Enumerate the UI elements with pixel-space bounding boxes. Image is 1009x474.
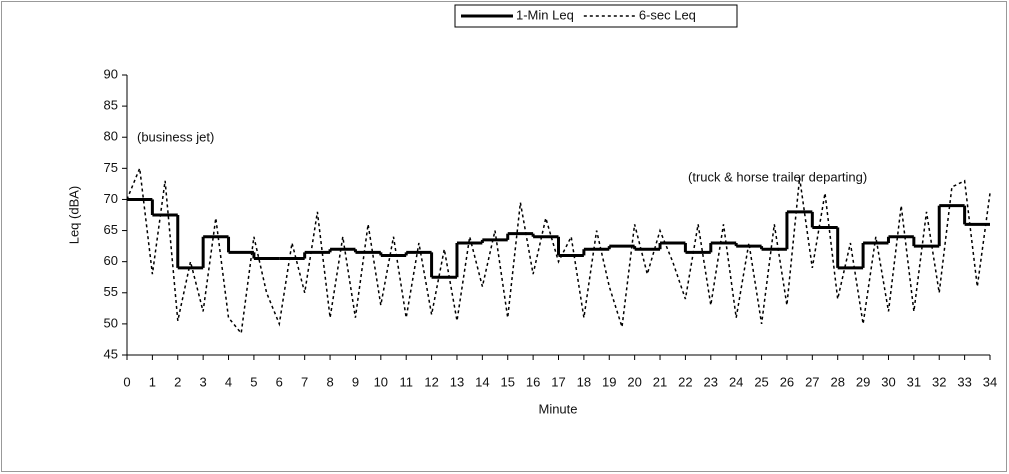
x-tick-label: 24 bbox=[729, 374, 743, 389]
y-tick-label: 70 bbox=[104, 191, 118, 206]
y-tick-label: 90 bbox=[104, 66, 118, 81]
x-tick-label: 33 bbox=[957, 374, 971, 389]
legend-label: 6-sec Leq bbox=[639, 7, 696, 22]
y-tick-label: 50 bbox=[104, 315, 118, 330]
x-tick-label: 34 bbox=[983, 374, 997, 389]
x-tick-label: 31 bbox=[907, 374, 921, 389]
x-tick-label: 18 bbox=[577, 374, 591, 389]
y-tick-label: 85 bbox=[104, 98, 118, 113]
x-tick-label: 27 bbox=[805, 374, 819, 389]
x-tick-label: 22 bbox=[678, 374, 692, 389]
x-tick-label: 11 bbox=[399, 374, 413, 389]
x-tick-label: 12 bbox=[424, 374, 438, 389]
x-tick-label: 0 bbox=[123, 374, 130, 389]
x-tick-label: 20 bbox=[627, 374, 641, 389]
x-tick-label: 25 bbox=[754, 374, 768, 389]
x-tick-label: 13 bbox=[450, 374, 464, 389]
x-tick-label: 17 bbox=[551, 374, 565, 389]
x-tick-label: 6 bbox=[276, 374, 283, 389]
series-line bbox=[126, 165, 991, 336]
x-tick-label: 2 bbox=[174, 374, 181, 389]
x-tick-label: 9 bbox=[352, 374, 359, 389]
x-axis-label: Minute bbox=[538, 401, 577, 416]
x-tick-label: 4 bbox=[225, 374, 232, 389]
x-tick-label: 28 bbox=[830, 374, 844, 389]
x-tick-label: 1 bbox=[149, 374, 156, 389]
y-tick-label: 75 bbox=[104, 160, 118, 175]
annotation: (truck & horse trailer departing) bbox=[688, 169, 867, 184]
x-tick-label: 14 bbox=[475, 374, 489, 389]
x-tick-label: 21 bbox=[653, 374, 667, 389]
x-tick-label: 29 bbox=[856, 374, 870, 389]
y-axis-label: Leq (dBA) bbox=[66, 186, 81, 245]
legend-label: 1-Min Leq bbox=[516, 7, 574, 22]
x-tick-label: 15 bbox=[501, 374, 515, 389]
y-tick-label: 65 bbox=[104, 222, 118, 237]
x-tick-label: 7 bbox=[301, 374, 308, 389]
y-tick-label: 60 bbox=[104, 253, 118, 268]
x-tick-label: 3 bbox=[200, 374, 207, 389]
annotation: (business jet) bbox=[137, 129, 214, 144]
x-tick-label: 26 bbox=[780, 374, 794, 389]
y-tick-label: 45 bbox=[104, 346, 118, 361]
x-tick-label: 8 bbox=[326, 374, 333, 389]
x-tick-label: 5 bbox=[250, 374, 257, 389]
x-tick-label: 16 bbox=[526, 374, 540, 389]
y-tick-label: 80 bbox=[104, 129, 118, 144]
x-tick-label: 23 bbox=[704, 374, 718, 389]
x-tick-label: 30 bbox=[881, 374, 895, 389]
x-tick-label: 32 bbox=[932, 374, 946, 389]
y-tick-label: 55 bbox=[104, 284, 118, 299]
x-tick-label: 19 bbox=[602, 374, 616, 389]
x-tick-label: 10 bbox=[374, 374, 388, 389]
